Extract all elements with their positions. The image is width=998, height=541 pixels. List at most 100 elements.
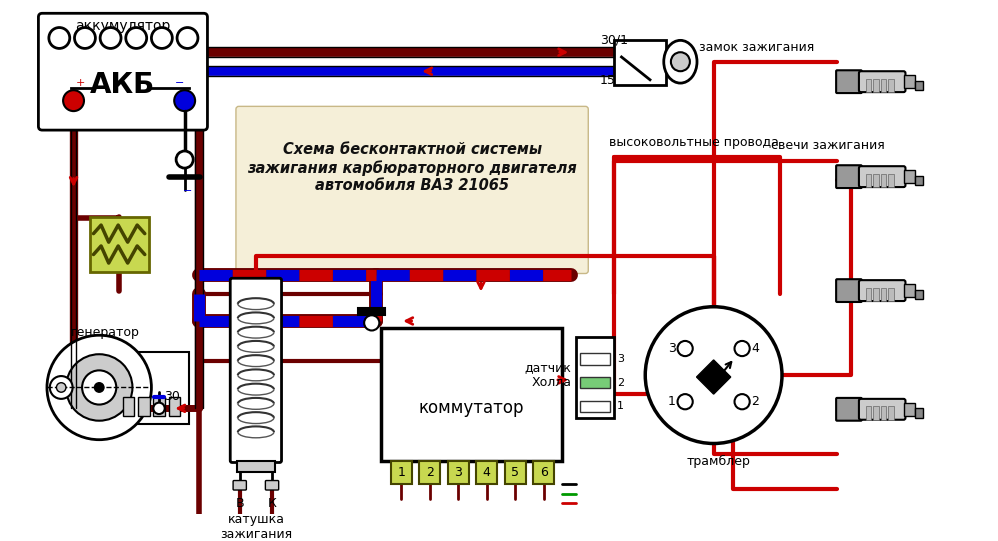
- Text: 30: 30: [164, 391, 180, 404]
- Bar: [881, 406, 886, 420]
- Circle shape: [50, 376, 73, 399]
- Bar: [505, 460, 526, 484]
- Circle shape: [175, 90, 195, 111]
- Bar: [138, 397, 150, 416]
- Circle shape: [75, 28, 96, 49]
- Bar: [888, 79, 894, 92]
- FancyBboxPatch shape: [836, 279, 861, 302]
- Circle shape: [49, 28, 70, 49]
- Bar: [888, 174, 894, 187]
- Bar: [903, 170, 915, 183]
- Text: 2: 2: [426, 466, 433, 479]
- Bar: [381, 328, 562, 460]
- Bar: [237, 460, 274, 472]
- Text: 2: 2: [617, 378, 624, 388]
- Circle shape: [671, 52, 690, 71]
- Bar: [358, 308, 385, 315]
- Ellipse shape: [664, 41, 697, 83]
- Bar: [873, 288, 879, 301]
- Text: генератор: генератор: [71, 326, 140, 339]
- FancyBboxPatch shape: [236, 107, 588, 274]
- Bar: [533, 460, 554, 484]
- Circle shape: [66, 354, 133, 421]
- Circle shape: [177, 28, 198, 49]
- Circle shape: [57, 382, 66, 392]
- Text: датчик
Холла: датчик Холла: [524, 361, 571, 389]
- Bar: [881, 79, 886, 92]
- Text: замок зажигания: замок зажигания: [700, 41, 814, 54]
- Bar: [865, 288, 871, 301]
- FancyBboxPatch shape: [265, 480, 278, 490]
- FancyBboxPatch shape: [859, 166, 905, 187]
- FancyBboxPatch shape: [234, 480, 247, 490]
- Text: трамблер: трамблер: [687, 455, 750, 468]
- Circle shape: [126, 28, 147, 49]
- Text: свечи зажигания: свечи зажигания: [770, 139, 884, 152]
- Polygon shape: [697, 360, 731, 394]
- Text: Схема бесконтактной системы
зажигания карбюраторного двигателя
автомобиля ВАЗ 21: Схема бесконтактной системы зажигания ка…: [248, 142, 577, 193]
- FancyBboxPatch shape: [859, 280, 905, 301]
- Bar: [873, 174, 879, 187]
- Bar: [90, 216, 149, 272]
- Bar: [915, 176, 922, 185]
- Bar: [915, 408, 922, 418]
- Bar: [915, 81, 922, 90]
- FancyBboxPatch shape: [836, 165, 861, 188]
- Circle shape: [176, 151, 194, 168]
- Bar: [873, 79, 879, 92]
- Circle shape: [364, 315, 379, 331]
- Bar: [881, 174, 886, 187]
- Circle shape: [82, 371, 117, 405]
- FancyBboxPatch shape: [859, 399, 905, 420]
- Text: АКБ: АКБ: [90, 71, 156, 100]
- Bar: [903, 75, 915, 88]
- Text: аккумулятор: аккумулятор: [75, 19, 171, 33]
- Bar: [169, 397, 180, 416]
- Circle shape: [154, 403, 165, 414]
- Bar: [915, 289, 922, 299]
- Text: −: −: [176, 77, 185, 88]
- Bar: [873, 406, 879, 420]
- FancyBboxPatch shape: [836, 398, 861, 421]
- FancyBboxPatch shape: [836, 70, 861, 93]
- Text: 15: 15: [600, 74, 616, 87]
- Bar: [888, 288, 894, 301]
- Bar: [614, 40, 666, 85]
- Text: 3: 3: [668, 342, 676, 355]
- Circle shape: [95, 382, 104, 392]
- Bar: [576, 337, 614, 418]
- Text: 5: 5: [511, 466, 519, 479]
- Bar: [118, 352, 190, 424]
- Bar: [865, 174, 871, 187]
- Circle shape: [646, 307, 782, 444]
- Text: 1: 1: [397, 466, 405, 479]
- Circle shape: [735, 341, 749, 356]
- Text: 30/1: 30/1: [600, 34, 628, 47]
- Bar: [881, 288, 886, 301]
- Circle shape: [100, 28, 121, 49]
- Text: высоковольтные провода: высоковольтные провода: [609, 136, 779, 149]
- Text: 4: 4: [751, 342, 759, 355]
- Text: 4: 4: [483, 466, 491, 479]
- Circle shape: [678, 394, 693, 410]
- Text: −: −: [183, 186, 193, 196]
- FancyBboxPatch shape: [859, 71, 905, 92]
- Text: 3: 3: [617, 354, 624, 364]
- Circle shape: [47, 335, 152, 440]
- Bar: [448, 460, 469, 484]
- Text: +: +: [76, 77, 85, 88]
- Bar: [580, 353, 610, 365]
- Bar: [476, 460, 497, 484]
- Bar: [580, 377, 610, 388]
- Bar: [580, 401, 610, 412]
- Text: К: К: [267, 497, 276, 510]
- Text: 1: 1: [617, 401, 624, 412]
- Bar: [154, 397, 165, 416]
- Text: 3: 3: [454, 466, 462, 479]
- Text: катушка
зажигания: катушка зажигания: [220, 513, 292, 541]
- Text: 1: 1: [668, 395, 676, 408]
- FancyBboxPatch shape: [38, 14, 208, 130]
- Circle shape: [63, 90, 84, 111]
- Circle shape: [735, 394, 749, 410]
- Bar: [865, 406, 871, 420]
